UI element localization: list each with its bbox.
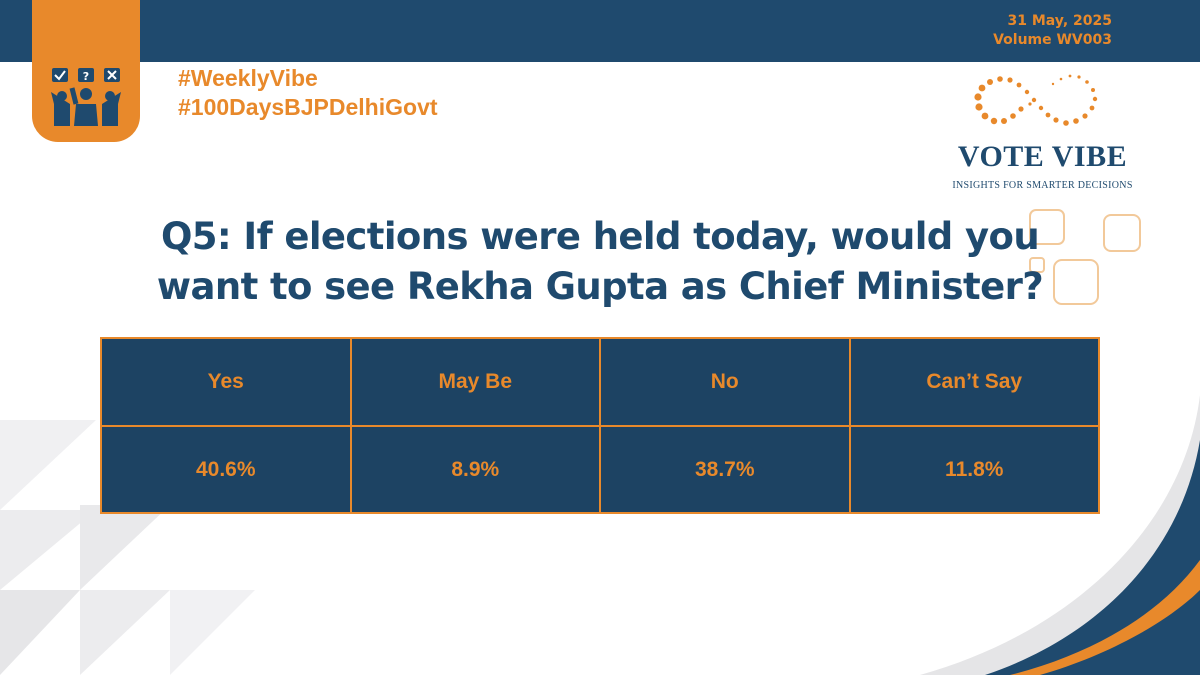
x-mark-icon bbox=[104, 68, 120, 82]
deco-square bbox=[1029, 257, 1045, 273]
deco-square bbox=[1029, 209, 1065, 245]
grey-triangle bbox=[0, 420, 96, 510]
value-no: 38.7% bbox=[599, 425, 851, 514]
deco-square bbox=[1103, 214, 1141, 252]
grey-triangle bbox=[170, 590, 255, 675]
grey-triangle bbox=[0, 590, 80, 675]
header-no: No bbox=[599, 337, 851, 427]
svg-text:?: ? bbox=[83, 70, 89, 83]
question-line-1: Q5: If elections were held today, would … bbox=[160, 215, 1040, 258]
question-mark-icon: ? bbox=[78, 68, 94, 83]
header-cant-say: Can’t Say bbox=[848, 337, 1100, 427]
issue-info: 31 May, 2025 Volume WV003 bbox=[993, 12, 1112, 50]
top-banner bbox=[0, 0, 1200, 62]
voters-group-icon: ? bbox=[51, 68, 121, 126]
header-yes: Yes bbox=[100, 337, 352, 427]
hashtags: #WeeklyVibe #100DaysBJPDelhiGovt bbox=[178, 64, 438, 122]
poll-logo-tab: ? bbox=[32, 0, 140, 142]
issue-date: 31 May, 2025 bbox=[1007, 13, 1112, 29]
deco-square bbox=[1053, 259, 1099, 305]
value-may-be: 8.9% bbox=[349, 425, 601, 514]
orange-swoosh bbox=[1010, 560, 1200, 675]
table-values-row: 40.6% 8.9% 38.7% 11.8% bbox=[100, 425, 1100, 514]
results-table: Yes May Be No Can’t Say 40.6% 8.9% 38.7%… bbox=[100, 337, 1100, 514]
header-may-be: May Be bbox=[349, 337, 601, 427]
question-line-2: want to see Rekha Gupta as Chief Ministe… bbox=[156, 265, 1044, 308]
question-title: Q5: If elections were held today, would … bbox=[70, 212, 1130, 312]
grey-triangle bbox=[0, 510, 96, 590]
value-yes: 40.6% bbox=[100, 425, 352, 514]
table-header-row: Yes May Be No Can’t Say bbox=[100, 337, 1100, 427]
issue-volume: Volume WV003 bbox=[993, 32, 1112, 48]
grey-triangle bbox=[80, 590, 170, 675]
hashtag-100-days: #100DaysBJPDelhiGovt bbox=[178, 94, 438, 120]
infinity-logo-icon bbox=[974, 74, 1098, 126]
hashtag-weekly-vibe: #WeeklyVibe bbox=[178, 65, 318, 91]
checkbox-icon bbox=[52, 68, 68, 82]
brand-tagline: INSIGHTS FOR SMARTER DECISIONS bbox=[952, 180, 1133, 191]
value-cant-say: 11.8% bbox=[848, 425, 1100, 514]
grey-triangle bbox=[80, 505, 170, 590]
brand-name: VOTE VIBE bbox=[957, 140, 1128, 173]
